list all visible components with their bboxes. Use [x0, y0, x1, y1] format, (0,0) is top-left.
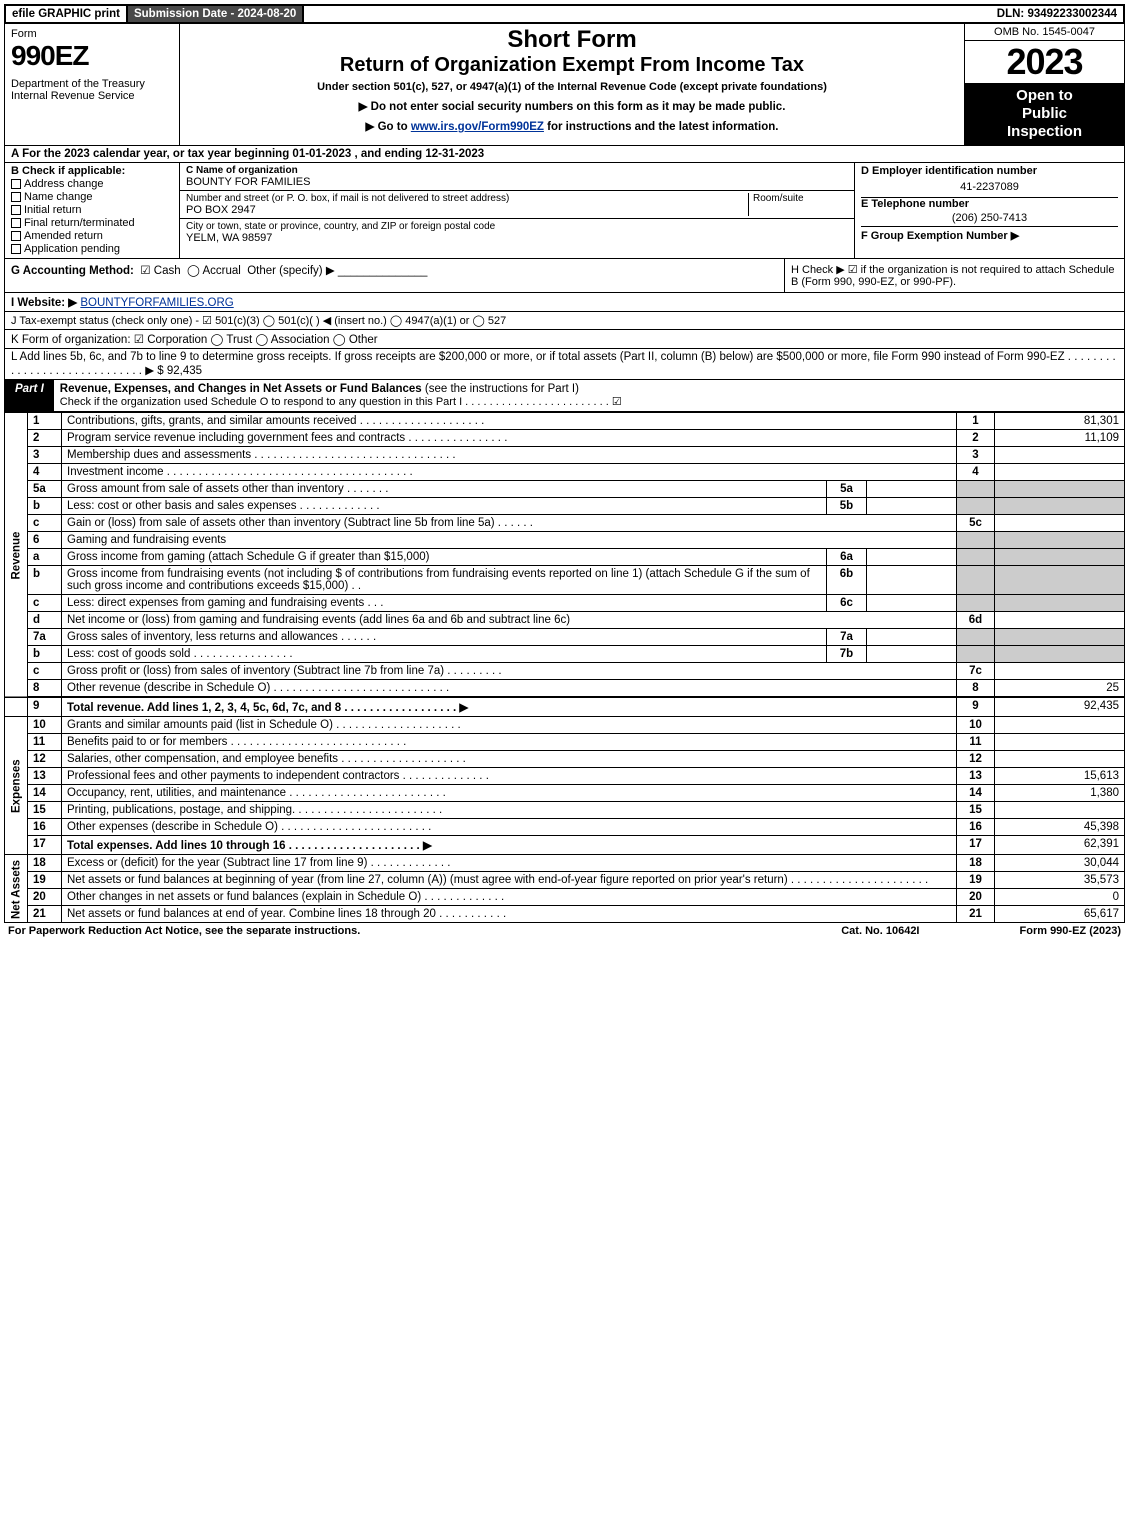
footer-left: For Paperwork Reduction Act Notice, see … [8, 925, 360, 937]
amt-1: 81,301 [995, 413, 1125, 430]
amt-14: 1,380 [995, 785, 1125, 802]
checkbox-final-return[interactable] [11, 218, 21, 228]
net-assets-vlabel: Net Assets [5, 855, 28, 923]
ein-value: 41-2237089 [861, 177, 1118, 198]
footer-cat: Cat. No. 10642I [841, 925, 919, 937]
city: YELM, WA 98597 [186, 232, 848, 244]
efile-print-button[interactable]: efile GRAPHIC print [6, 6, 128, 22]
amt-2: 11,109 [995, 430, 1125, 447]
footer-right: Form 990-EZ (2023) [1020, 925, 1122, 937]
row-a-tax-year: A For the 2023 calendar year, or tax yea… [4, 146, 1125, 163]
dept-line-1: Department of the Treasury [11, 78, 173, 90]
subtitle: Under section 501(c), 527, or 4947(a)(1)… [190, 81, 954, 93]
header-left: Form 990EZ Department of the Treasury In… [5, 24, 180, 145]
col-b-header: B Check if applicable: [11, 165, 173, 177]
address-block: B Check if applicable: Address change Na… [4, 163, 1125, 259]
row-i-website: I Website: ▶ BOUNTYFORFAMILIES.ORG [4, 293, 1125, 312]
row-g: G Accounting Method: ☑ Cash ◯ Accrual Ot… [5, 259, 784, 292]
city-label: City or town, state or province, country… [186, 221, 848, 232]
col-d-e-f: D Employer identification number 41-2237… [854, 163, 1124, 258]
row-h: H Check ▶ ☑ if the organization is not r… [784, 259, 1124, 292]
irs-link[interactable]: www.irs.gov/Form990EZ [411, 121, 544, 133]
amt-13: 15,613 [995, 768, 1125, 785]
org-name: BOUNTY FOR FAMILIES [186, 176, 848, 188]
form-name: 990EZ [11, 40, 173, 72]
tax-year: 2023 [965, 41, 1124, 83]
checkbox-address-change[interactable] [11, 179, 21, 189]
row-l: L Add lines 5b, 6c, and 7b to line 9 to … [4, 349, 1125, 380]
tel-value: (206) 250-7413 [861, 210, 1118, 227]
checkbox-amended-return[interactable] [11, 231, 21, 241]
part-1-title: Revenue, Expenses, and Changes in Net As… [60, 383, 422, 395]
part-1-label: Part I [5, 380, 54, 411]
name-label: C Name of organization [186, 165, 298, 176]
title-short-form: Short Form [190, 26, 954, 54]
row-g-h: G Accounting Method: ☑ Cash ◯ Accrual Ot… [4, 259, 1125, 293]
street: PO BOX 2947 [186, 204, 748, 216]
footer: For Paperwork Reduction Act Notice, see … [4, 923, 1125, 939]
ein-label: D Employer identification number [861, 165, 1118, 177]
part-1-paren: (see the instructions for Part I) [425, 383, 579, 395]
lines-table: Revenue 1 Contributions, gifts, grants, … [4, 412, 1125, 923]
amt-20: 0 [995, 889, 1125, 906]
ssn-note: ▶ Do not enter social security numbers o… [190, 99, 954, 113]
part-1-header: Part I Revenue, Expenses, and Changes in… [4, 380, 1125, 412]
room-label: Room/suite [753, 193, 848, 204]
title-return: Return of Organization Exempt From Incom… [190, 54, 954, 77]
revenue-vlabel: Revenue [5, 413, 28, 698]
row-l-amount: 92,435 [167, 365, 202, 377]
amt-8: 25 [995, 680, 1125, 698]
public-inspection-box: Open to Public Inspection [965, 83, 1124, 145]
amt-17: 62,391 [995, 836, 1125, 855]
amt-9: 92,435 [995, 697, 1125, 717]
header-middle: Short Form Return of Organization Exempt… [180, 24, 964, 145]
top-bar: efile GRAPHIC print Submission Date - 20… [4, 4, 1125, 24]
dept-line-2: Internal Revenue Service [11, 90, 173, 102]
header-right: OMB No. 1545-0047 2023 Open to Public In… [964, 24, 1124, 145]
checkbox-application-pending[interactable] [11, 244, 21, 254]
amt-21: 65,617 [995, 906, 1125, 923]
form-word: Form [11, 28, 173, 40]
group-exemption-label: F Group Exemption Number ▶ [861, 227, 1118, 242]
col-c-name-address: C Name of organization BOUNTY FOR FAMILI… [180, 163, 854, 258]
submission-date: Submission Date - 2024-08-20 [128, 6, 304, 22]
amt-18: 30,044 [995, 855, 1125, 872]
street-label: Number and street (or P. O. box, if mail… [186, 193, 748, 204]
omb-number: OMB No. 1545-0047 [965, 24, 1124, 41]
tel-label: E Telephone number [861, 198, 1118, 210]
checkbox-name-change[interactable] [11, 192, 21, 202]
amt-19: 35,573 [995, 872, 1125, 889]
website-link[interactable]: BOUNTYFORFAMILIES.ORG [80, 297, 233, 309]
row-j-tax-exempt: J Tax-exempt status (check only one) - ☑… [4, 312, 1125, 330]
amt-16: 45,398 [995, 819, 1125, 836]
expenses-vlabel: Expenses [5, 717, 28, 855]
goto-note: ▶ Go to www.irs.gov/Form990EZ for instru… [190, 119, 954, 133]
part-1-check: Check if the organization used Schedule … [60, 396, 622, 408]
checkbox-initial-return[interactable] [11, 205, 21, 215]
dln-label: DLN: 93492233002344 [991, 6, 1123, 22]
col-b-checkboxes: B Check if applicable: Address change Na… [5, 163, 180, 258]
form-header: Form 990EZ Department of the Treasury In… [4, 24, 1125, 146]
row-k-form-org: K Form of organization: ☑ Corporation ◯ … [4, 330, 1125, 349]
